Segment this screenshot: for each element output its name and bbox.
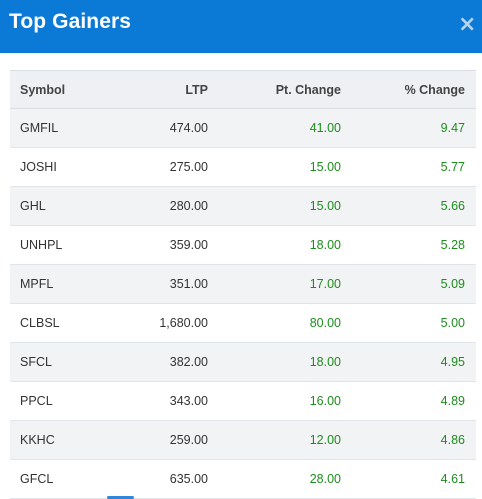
cell-pct-change: 4.89 [440,394,465,408]
table-row[interactable]: SFCL 382.00 18.00 4.95 [10,342,476,382]
modal-title: Top Gainers [9,10,132,33]
cell-ltp: 275.00 [169,160,208,174]
cell-pt-change: 80.00 [309,316,341,330]
cell-symbol: SFCL [20,355,52,369]
table-row[interactable]: UNHPL 359.00 18.00 5.28 [10,225,476,265]
cell-ltp: 382.00 [169,355,208,369]
cell-ltp: 259.00 [169,433,208,447]
cell-pt-change: 17.00 [309,277,341,291]
cell-symbol: GFCL [20,472,54,486]
modal-header: Top Gainers × [0,0,482,53]
close-icon[interactable]: × [458,12,477,37]
cell-pct-change: 4.61 [440,472,465,486]
cell-pt-change: 18.00 [309,238,341,252]
cell-ltp: 1,680.00 [159,316,208,330]
cell-pct-change: 9.47 [440,121,465,135]
cell-pt-change: 15.00 [309,160,341,174]
cell-symbol: GMFIL [20,121,59,135]
table-row[interactable]: GMFIL 474.00 41.00 9.47 [10,108,476,148]
cell-ltp: 343.00 [169,394,208,408]
cell-pct-change: 5.00 [440,316,465,330]
table-row[interactable]: GFCL 635.00 28.00 4.61 [10,459,476,499]
cell-ltp: 635.00 [169,472,208,486]
cell-ltp: 351.00 [169,277,208,291]
cell-pt-change: 12.00 [309,433,341,447]
cell-pt-change: 28.00 [309,472,341,486]
cell-symbol: UNHPL [20,238,63,252]
cell-pct-change: 5.28 [440,238,465,252]
column-header-pt-change[interactable]: Pt. Change [208,70,341,109]
cell-pct-change: 4.86 [440,433,465,447]
table-row[interactable]: MPFL 351.00 17.00 5.09 [10,264,476,304]
cell-pt-change: 16.00 [309,394,341,408]
cell-pct-change: 5.09 [440,277,465,291]
cell-pct-change: 5.66 [440,199,465,213]
table-header-row: Symbol LTP Pt. Change % Change [10,70,476,109]
cell-pt-change: 15.00 [309,199,341,213]
table-row[interactable]: KKHC 259.00 12.00 4.86 [10,420,476,460]
gainers-table: Symbol LTP Pt. Change % Change GMFIL 474… [10,70,476,499]
cell-symbol: CLBSL [20,316,60,330]
cell-symbol: GHL [20,199,46,213]
table-row[interactable]: CLBSL 1,680.00 80.00 5.00 [10,303,476,343]
table-row[interactable]: JOSHI 275.00 15.00 5.77 [10,147,476,187]
cell-pt-change: 41.00 [309,121,341,135]
cell-symbol: KKHC [20,433,55,447]
cell-symbol: JOSHI [20,160,57,174]
table-row[interactable]: PPCL 343.00 16.00 4.89 [10,381,476,421]
cell-pt-change: 18.00 [309,355,341,369]
cell-pct-change: 5.77 [440,160,465,174]
pagination-indicator[interactable] [107,496,134,499]
cell-ltp: 474.00 [169,121,208,135]
cell-ltp: 359.00 [169,238,208,252]
cell-symbol: PPCL [20,394,53,408]
cell-pct-change: 4.95 [440,355,465,369]
cell-symbol: MPFL [20,277,54,291]
table-row[interactable]: GHL 280.00 15.00 5.66 [10,186,476,226]
column-header-ltp[interactable]: LTP [120,70,208,109]
column-header-pct-change[interactable]: % Change [341,70,476,109]
column-header-symbol[interactable]: Symbol [10,70,120,109]
gainers-table-container: Symbol LTP Pt. Change % Change GMFIL 474… [10,70,476,499]
cell-ltp: 280.00 [169,199,208,213]
